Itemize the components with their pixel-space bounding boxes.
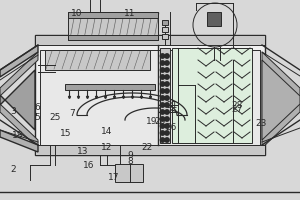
Bar (35, 35, 265, 155)
Circle shape (165, 54, 169, 58)
Bar (162, 20, 168, 25)
Circle shape (160, 68, 165, 72)
Bar (162, 27, 168, 32)
Bar (115, 164, 143, 182)
Text: 22: 22 (141, 142, 153, 152)
Polygon shape (262, 52, 300, 148)
Text: 10: 10 (71, 8, 82, 18)
Circle shape (160, 110, 165, 114)
Polygon shape (0, 130, 38, 152)
Bar (35, 145, 265, 155)
Text: 7: 7 (69, 108, 75, 117)
Text: 9: 9 (128, 150, 134, 160)
Text: 8: 8 (128, 156, 134, 166)
Circle shape (160, 82, 165, 86)
Circle shape (165, 82, 169, 86)
Circle shape (165, 103, 169, 107)
Bar (68, 12, 158, 18)
Circle shape (160, 138, 165, 142)
Polygon shape (0, 104, 38, 148)
Text: 6: 6 (34, 104, 40, 112)
Text: 2: 2 (11, 164, 16, 173)
Bar (68, 12, 158, 40)
Text: 11: 11 (124, 8, 135, 18)
Text: 25: 25 (50, 114, 61, 122)
Text: 17: 17 (108, 172, 120, 182)
Bar (65, 84, 155, 90)
Text: 27: 27 (231, 106, 243, 114)
Circle shape (165, 75, 169, 79)
Circle shape (160, 89, 165, 93)
Text: 20: 20 (155, 117, 166, 127)
Circle shape (165, 89, 169, 93)
Circle shape (160, 117, 165, 121)
Circle shape (160, 61, 165, 65)
Text: 14: 14 (101, 128, 112, 136)
Text: 3: 3 (11, 108, 16, 116)
Circle shape (165, 110, 169, 114)
Circle shape (165, 96, 169, 100)
Bar (68, 35, 158, 40)
Bar (35, 35, 265, 45)
Text: 18: 18 (12, 132, 24, 140)
Circle shape (160, 96, 165, 100)
Bar (162, 34, 168, 39)
Circle shape (160, 54, 165, 58)
Bar (172, 48, 252, 143)
Text: 12: 12 (101, 144, 112, 152)
Text: 5: 5 (34, 114, 40, 122)
Polygon shape (0, 45, 38, 77)
Circle shape (160, 124, 165, 128)
Bar (45, 50, 150, 70)
Polygon shape (0, 70, 35, 130)
Polygon shape (262, 60, 300, 140)
Bar (40, 50, 260, 145)
Bar (207, 12, 221, 26)
Text: 26: 26 (165, 122, 177, 132)
Circle shape (160, 75, 165, 79)
Bar (160, 48, 170, 143)
Circle shape (165, 61, 169, 65)
Text: 15: 15 (60, 130, 72, 138)
Circle shape (160, 103, 165, 107)
Circle shape (165, 124, 169, 128)
Text: 28: 28 (231, 100, 243, 110)
Text: 21: 21 (167, 102, 178, 110)
Circle shape (165, 117, 169, 121)
Polygon shape (0, 52, 38, 96)
Circle shape (165, 138, 169, 142)
Text: 19: 19 (146, 117, 157, 127)
Text: 13: 13 (77, 146, 88, 156)
Text: 16: 16 (83, 160, 94, 170)
Text: 23: 23 (255, 118, 267, 128)
Circle shape (165, 131, 169, 135)
Circle shape (160, 131, 165, 135)
Circle shape (165, 68, 169, 72)
